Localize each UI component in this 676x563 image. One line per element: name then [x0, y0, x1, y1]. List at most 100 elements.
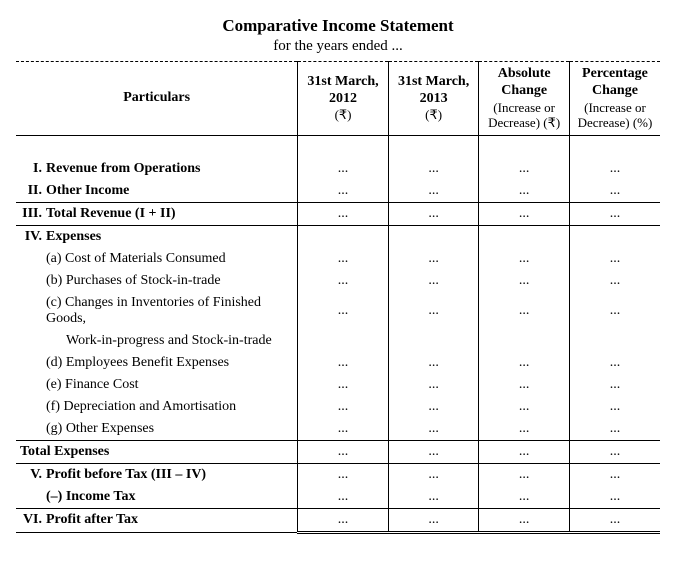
cell-value: ... [569, 202, 660, 225]
roman-iii: III. [20, 206, 42, 222]
cell-value: ... [298, 180, 389, 203]
label-profit-after-tax: Profit after Tax [46, 512, 138, 527]
row-employee-benefit: (d) Employees Benefit Expenses ... ... .… [16, 352, 660, 374]
cell-value: ... [298, 248, 389, 270]
row-depreciation: (f) Depreciation and Amortisation ... ..… [16, 396, 660, 418]
cell-value: ... [479, 202, 570, 225]
row-other-income: II.Other Income ... ... ... ... [16, 180, 660, 203]
row-revenue-operations: I. Revenue from Operations ... ... ... ..… [16, 158, 660, 180]
label-employee-benefit: (d) Employees Benefit Expenses [16, 352, 298, 374]
label-changes-inventories-cont: Work-in-progress and Stock-in-trade [16, 330, 298, 352]
row-changes-inventories: (c) Changes in Inventories of Finished G… [16, 292, 660, 330]
col-header-pct-label: Percentage Change [582, 66, 648, 98]
row-total-expenses: Total Expenses ... ... ... ... [16, 440, 660, 463]
cell-value: ... [569, 486, 660, 509]
label-income-tax: (–) Income Tax [16, 486, 298, 509]
row-profit-after-tax: VI. Profit after Tax ... ... ... ... [16, 508, 660, 532]
col-header-abs-sub: (Increase or Decrease) (₹) [485, 100, 563, 131]
col-header-y2: 31st March, 2013 (₹) [388, 62, 479, 136]
cell-value: ... [479, 508, 570, 532]
cell-value: ... [388, 374, 479, 396]
cell-value: ... [298, 292, 389, 330]
cell-value: ... [479, 396, 570, 418]
label-changes-inventories: (c) Changes in Inventories of Finished G… [16, 292, 298, 330]
row-changes-inventories-cont: Work-in-progress and Stock-in-trade [16, 330, 660, 352]
cell-value: ... [388, 396, 479, 418]
cell-value: ... [569, 270, 660, 292]
cell-value: ... [388, 418, 479, 441]
statement-subtitle: for the years ended ... [16, 38, 660, 55]
row-purchases-stock: (b) Purchases of Stock-in-trade ... ... … [16, 270, 660, 292]
label-depreciation: (f) Depreciation and Amortisation [16, 396, 298, 418]
row-other-expenses: (g) Other Expenses ... ... ... ... [16, 418, 660, 441]
col-header-pct-sub: (Increase or Decrease) (%) [576, 100, 654, 131]
col-header-pct: Percentage Change (Increase or Decrease)… [569, 62, 660, 136]
label-profit-before-tax: Profit before Tax (III – IV) [46, 467, 206, 482]
col-header-abs: Absolute Change (Increase or Decrease) (… [479, 62, 570, 136]
roman-vi: VI. [20, 512, 42, 528]
cell-value: ... [298, 508, 389, 532]
cell-value: ... [569, 396, 660, 418]
cell-value: ... [388, 202, 479, 225]
cell-value: ... [388, 440, 479, 463]
cell-value: ... [298, 374, 389, 396]
cell-value: ... [298, 486, 389, 509]
cell-value: ... [479, 418, 570, 441]
cell-value: ... [479, 248, 570, 270]
cell-value: ... [569, 418, 660, 441]
label-total-revenue: Total Revenue (I + II) [46, 206, 176, 221]
row-profit-before-tax: V. Profit before Tax (III – IV) ... ... .… [16, 463, 660, 486]
cell-value: ... [388, 352, 479, 374]
roman-ii: II. [20, 183, 42, 199]
cell-value: ... [298, 418, 389, 441]
cell-value: ... [388, 463, 479, 486]
label-cost-materials: (a) Cost of Materials Consumed [16, 248, 298, 270]
row-cost-materials: (a) Cost of Materials Consumed ... ... .… [16, 248, 660, 270]
col-header-y1-label: 31st March, 2012 [307, 74, 378, 106]
col-header-y1-unit: (₹) [304, 107, 382, 123]
cell-value: ... [569, 440, 660, 463]
label-total-expenses: Total Expenses [16, 440, 298, 463]
cell-value: ... [298, 270, 389, 292]
cell-value: ... [479, 270, 570, 292]
cell-value: ... [388, 292, 479, 330]
roman-i: I. [20, 161, 42, 177]
col-header-abs-label: Absolute Change [498, 66, 551, 98]
row-total-revenue: III. Total Revenue (I + II) ... ... ... .… [16, 202, 660, 225]
cell-value: ... [388, 180, 479, 203]
cell-value: ... [569, 248, 660, 270]
col-header-y2-label: 31st March, 2013 [398, 74, 469, 106]
cell-value: ... [298, 396, 389, 418]
cell-value: ... [298, 463, 389, 486]
cell-value: ... [569, 374, 660, 396]
table-header-row: Particulars 31st March, 2012 (₹) 31st Ma… [16, 62, 660, 136]
cell-value: ... [388, 248, 479, 270]
cell-value: ... [569, 158, 660, 180]
col-header-y1: 31st March, 2012 (₹) [298, 62, 389, 136]
cell-value: ... [388, 508, 479, 532]
row-finance-cost: (e) Finance Cost ... ... ... ... [16, 374, 660, 396]
income-statement-table: Particulars 31st March, 2012 (₹) 31st Ma… [16, 61, 660, 534]
cell-value: ... [569, 463, 660, 486]
cell-value: ... [479, 440, 570, 463]
cell-value: ... [479, 486, 570, 509]
cell-value: ... [569, 180, 660, 203]
col-header-y2-unit: (₹) [395, 107, 473, 123]
cell-value: ... [388, 158, 479, 180]
roman-iv: IV. [20, 229, 42, 245]
cell-value: ... [298, 158, 389, 180]
cell-value: ... [569, 292, 660, 330]
cell-value: ... [569, 352, 660, 374]
cell-value: ... [569, 508, 660, 532]
spacer-row [16, 135, 660, 158]
cell-value: ... [388, 486, 479, 509]
roman-v: V. [20, 467, 42, 483]
cell-value: ... [298, 202, 389, 225]
cell-value: ... [298, 352, 389, 374]
label-revenue-operations: Revenue from Operations [46, 161, 201, 176]
cell-value: ... [479, 352, 570, 374]
label-expenses: Expenses [46, 229, 101, 244]
cell-value: ... [479, 158, 570, 180]
cell-value: ... [479, 180, 570, 203]
label-finance-cost: (e) Finance Cost [16, 374, 298, 396]
